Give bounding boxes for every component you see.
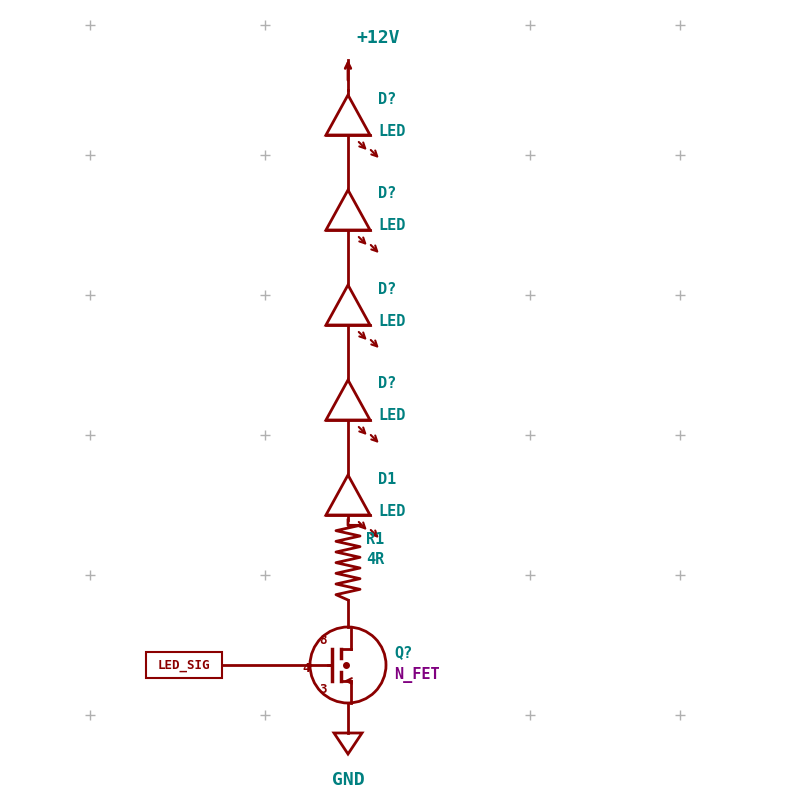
Text: LED: LED bbox=[378, 503, 406, 518]
Text: LED: LED bbox=[378, 218, 406, 234]
Text: LED: LED bbox=[378, 314, 406, 329]
Text: LED: LED bbox=[378, 409, 406, 423]
Text: R1: R1 bbox=[366, 533, 384, 547]
Text: D?: D? bbox=[378, 377, 396, 391]
Text: N_FET: N_FET bbox=[394, 667, 439, 683]
Text: D?: D? bbox=[378, 186, 396, 202]
Text: 3: 3 bbox=[320, 683, 327, 696]
Text: D?: D? bbox=[378, 282, 396, 297]
Text: LED_SIG: LED_SIG bbox=[158, 658, 210, 671]
Text: 8: 8 bbox=[320, 634, 327, 646]
Text: +12V: +12V bbox=[356, 29, 399, 47]
FancyBboxPatch shape bbox=[146, 652, 222, 678]
Text: D?: D? bbox=[378, 91, 396, 106]
Text: LED: LED bbox=[378, 123, 406, 138]
Text: 4R: 4R bbox=[366, 553, 384, 567]
Text: 4: 4 bbox=[303, 662, 310, 674]
Text: D1: D1 bbox=[378, 471, 396, 486]
Text: Q?: Q? bbox=[394, 646, 412, 661]
Text: GND: GND bbox=[332, 771, 365, 789]
